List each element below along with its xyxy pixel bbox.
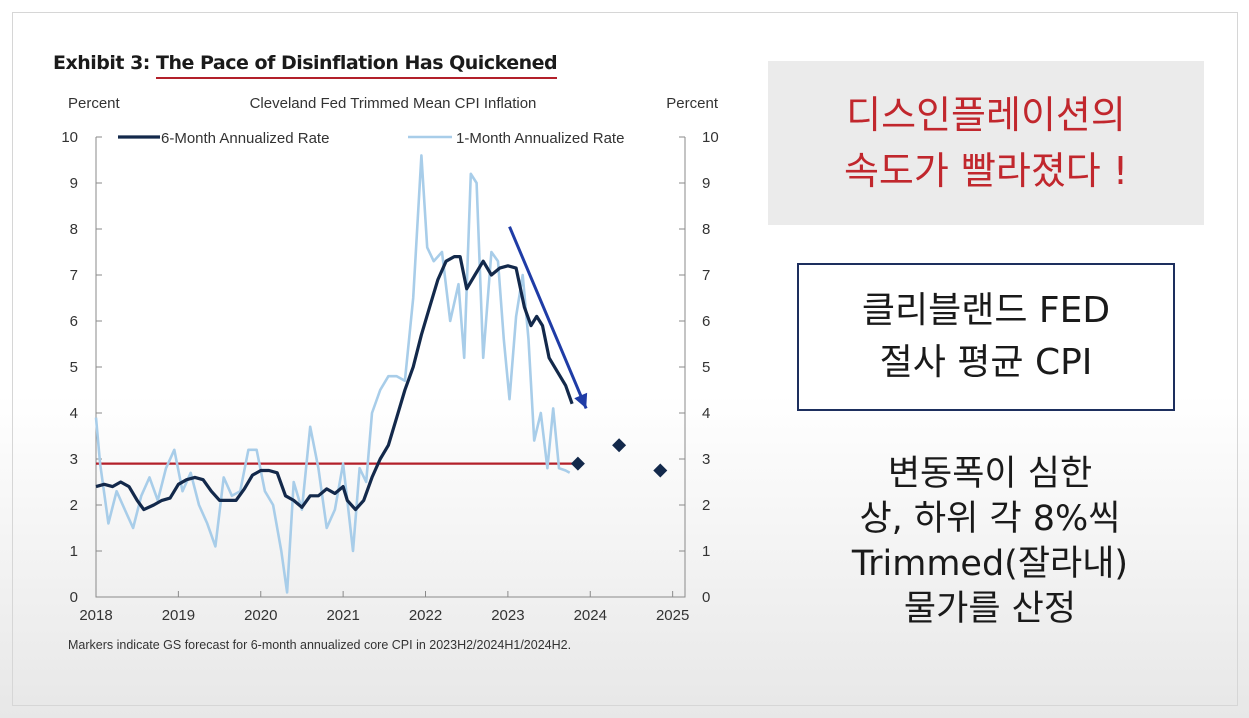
definition-line-2: 절사 평균 CPI	[879, 342, 1093, 383]
exhibit-title: Exhibit 3: The Pace of Disinflation Has …	[53, 52, 558, 80]
y-tick-label-right: 3	[702, 451, 710, 468]
y-tick-label-left: 6	[70, 313, 78, 330]
definition-box: 클리블랜드 FED 절사 평균 CPI	[797, 263, 1175, 411]
y-tick-label-right: 2	[702, 497, 710, 514]
y-tick-label-right: 8	[702, 221, 710, 238]
y-tick-label-left: 7	[70, 267, 78, 284]
y-tick-label-right: 6	[702, 313, 710, 330]
slide-frame	[12, 12, 1238, 706]
plot-frame	[95, 137, 686, 598]
y-tick-label-right: 9	[702, 175, 710, 192]
note-line-4: 물가를 산정	[903, 589, 1077, 629]
series-line-1-month	[94, 154, 571, 594]
x-tick-label: 2019	[162, 607, 195, 624]
forecast-marker	[570, 456, 585, 471]
exhibit-headline: The Pace of Disinflation Has Quickened	[156, 52, 558, 79]
note-line-1: 변동폭이 심한	[887, 454, 1093, 494]
y-axis-label-left: Percent	[68, 95, 121, 112]
y-tick-label-right: 7	[702, 267, 710, 284]
legend-label-6-month: 6-Month Annualized Rate	[161, 130, 329, 147]
trend-arrow-head	[574, 392, 588, 409]
y-tick-label-right: 1	[702, 543, 710, 560]
exhibit-label: Exhibit 3:	[53, 52, 157, 74]
y-tick-label-left: 10	[61, 129, 78, 146]
headline-line-1: 디스인플레이션의	[846, 93, 1126, 137]
y-tick-label-left: 4	[70, 405, 78, 422]
series-line-6-month	[95, 255, 574, 512]
y-tick-label-right: 5	[702, 359, 710, 376]
note-line-3: Trimmed(잘라내)	[851, 544, 1129, 584]
x-tick-label: 2021	[326, 607, 359, 624]
y-tick-label-right: 4	[702, 405, 710, 422]
x-tick-label: 2023	[491, 607, 524, 624]
y-tick-label-left: 0	[70, 589, 78, 606]
y-tick-label-right: 0	[702, 589, 710, 606]
y-tick-label-left: 9	[70, 175, 78, 192]
trend-arrow-line	[508, 226, 588, 409]
x-tick-label: 2025	[656, 607, 689, 624]
headline-line-2: 속도가 빨라졌다 !	[843, 149, 1129, 193]
y-tick-label-left: 5	[70, 359, 78, 376]
forecast-marker	[653, 463, 668, 478]
note-line-2: 상, 하위 각 8%씩	[859, 499, 1121, 539]
y-tick-label-left: 1	[70, 543, 78, 560]
explanation-note: 변동폭이 심한 상, 하위 각 8%씩 Trimmed(잘라내) 물가를 산정	[790, 452, 1190, 632]
y-tick-label-left: 2	[70, 497, 78, 514]
y-axis-label-right: Percent	[666, 95, 719, 112]
forecast-marker	[612, 438, 627, 453]
x-tick-label: 2024	[574, 607, 607, 624]
x-tick-label: 2018	[79, 607, 112, 624]
chart-caption: Markers indicate GS forecast for 6-month…	[68, 638, 572, 652]
headline-box: 디스인플레이션의 속도가 빨라졌다 !	[768, 61, 1204, 225]
chart-title: Cleveland Fed Trimmed Mean CPI Inflation	[250, 95, 537, 112]
definition-line-1: 클리블랜드 FED	[861, 290, 1111, 331]
x-tick-label: 2020	[244, 607, 277, 624]
y-tick-label-left: 3	[70, 451, 78, 468]
legend-label-1-month: 1-Month Annualized Rate	[456, 130, 624, 147]
x-tick-label: 2022	[409, 607, 442, 624]
y-tick-label-left: 8	[70, 221, 78, 238]
y-tick-label-right: 10	[702, 129, 719, 146]
